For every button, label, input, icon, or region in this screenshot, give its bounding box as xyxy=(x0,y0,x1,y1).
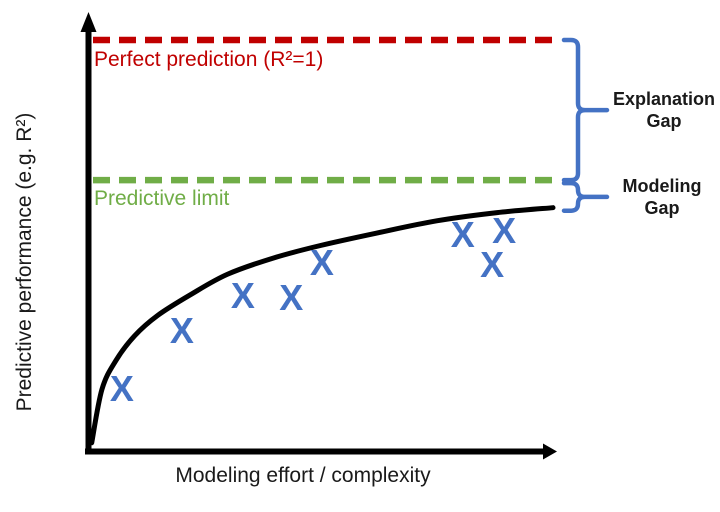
scatter-marker: X xyxy=(492,210,516,251)
modeling-gap-label: Modeling Gap xyxy=(622,176,702,218)
performance-curve xyxy=(89,205,556,446)
scatter-marker: X xyxy=(279,277,303,318)
x-axis-label: Modeling effort / complexity xyxy=(175,464,431,487)
scatter-marker: X xyxy=(480,244,504,285)
explanation-gap-label: Explanation Gap xyxy=(612,89,715,131)
y-axis-arrowhead xyxy=(80,12,97,32)
modeling-gap-brace xyxy=(561,180,610,213)
scatter-marker: X xyxy=(170,310,194,351)
y-axis-label: Predictive performance (e.g. R²) xyxy=(13,112,36,412)
scatter-marker: X xyxy=(310,242,334,283)
x-axis-arrowhead xyxy=(543,443,557,460)
predictive-limit-label: Predictive limit xyxy=(94,187,230,210)
scatter-marker: X xyxy=(451,214,475,255)
perfect-prediction-label: Perfect prediction (R²=1) xyxy=(94,48,324,71)
scatter-marker: X xyxy=(231,275,255,316)
scatter-marker: X xyxy=(110,368,134,409)
explanation-gap-brace xyxy=(561,37,610,183)
